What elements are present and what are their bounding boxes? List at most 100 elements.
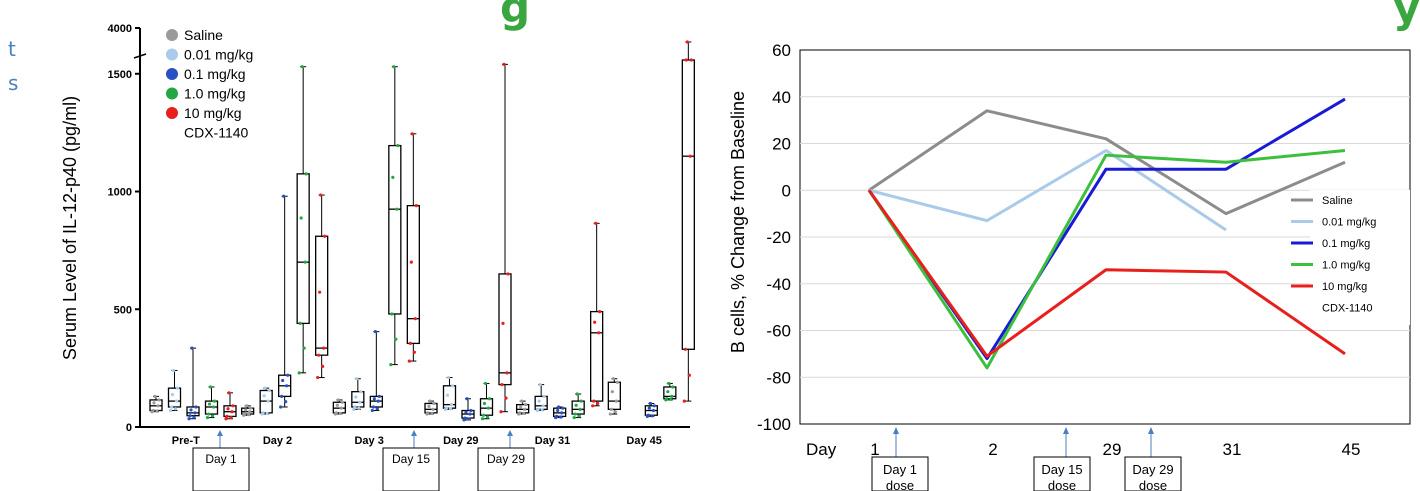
line-y-tick-label: 60 <box>772 41 791 60</box>
box-day-31-0-01-mg-kg <box>534 383 548 413</box>
box-point <box>248 410 252 414</box>
box-point <box>208 385 213 389</box>
box-legend-footer: CDX-1140 <box>184 125 249 141</box>
box-point <box>579 399 583 403</box>
box-point <box>486 406 491 410</box>
box-x-tick-label-day-31: Day 31 <box>535 435 570 447</box>
line-x-tick-label-2: 2 <box>988 440 997 459</box>
box-day-29-saline <box>424 399 438 416</box>
box-point <box>335 403 339 407</box>
box-legend-marker-0-01-mg-kg <box>166 48 178 61</box>
box-point <box>354 395 358 399</box>
box-y-tick-label: 1000 <box>108 187 132 199</box>
box-rect <box>424 402 438 414</box>
box-point <box>247 413 251 417</box>
line-chart: B cells, % Change from Baseline -100 -80 -… <box>728 41 1411 491</box>
box-point <box>670 394 674 398</box>
box-point <box>262 394 266 398</box>
box-point <box>505 371 509 375</box>
box-point <box>391 175 395 179</box>
box-point <box>334 411 338 415</box>
box-pre-t-0-01-mg-kg <box>167 368 182 413</box>
line-y-tick-label: -40 <box>766 275 791 294</box>
box-point <box>189 408 193 412</box>
box-point <box>467 417 471 421</box>
line-chart-ylabel: B cells, % Change from Baseline <box>728 91 748 353</box>
box-rect <box>406 204 420 345</box>
banner-left-fragment: g <box>500 0 530 32</box>
box-point <box>480 417 485 421</box>
box-point <box>261 411 265 415</box>
box-day-31-1-0-mg-kg <box>571 392 585 420</box>
box-point <box>370 408 374 413</box>
box-point <box>375 407 379 411</box>
box-point <box>446 375 451 380</box>
box-point <box>608 412 612 416</box>
box-anno-box-day-1 <box>192 447 250 491</box>
box-point <box>483 381 488 386</box>
box-point <box>485 415 490 419</box>
box-point <box>427 404 431 408</box>
box-legend-label-0-01-mg-kg: 0.01 mg/kg <box>184 47 253 63</box>
box-point <box>169 405 174 409</box>
box-point <box>243 412 247 416</box>
box-point <box>157 398 161 402</box>
box-point <box>245 404 249 408</box>
box-point <box>609 407 613 411</box>
box-anno-box-day-15 <box>382 447 440 491</box>
box-point <box>682 399 686 403</box>
box-point <box>430 411 434 416</box>
box-point <box>168 408 173 413</box>
box-x-tick-label-day-45: Day 45 <box>626 435 661 447</box>
box-point <box>359 390 363 394</box>
box-point <box>574 403 578 407</box>
box-point <box>412 350 416 354</box>
box-y-tick-label: 0 <box>126 422 132 434</box>
line-y-tick-label: 0 <box>782 181 791 200</box>
box-point <box>450 384 455 388</box>
box-point <box>561 406 565 410</box>
box-point <box>666 390 670 394</box>
box-point <box>559 415 563 419</box>
box-point <box>448 407 453 411</box>
box-point <box>651 408 655 413</box>
box-legend-marker-0-1-mg-kg <box>166 68 178 80</box>
box-point <box>463 416 467 420</box>
line-anno-text2-day-15: dose <box>1048 478 1076 491</box>
box-chart-ylabel: Serum Level of IL-12-p40 (pg/ml) <box>60 96 80 360</box>
box-day-31-10-mg-kg <box>590 221 604 408</box>
box-point <box>519 405 523 409</box>
box-point <box>577 414 581 418</box>
box-rect <box>479 398 494 416</box>
box-point <box>431 407 435 411</box>
box-point <box>390 312 394 316</box>
box-point <box>175 386 180 390</box>
box-point <box>610 390 614 394</box>
box-point <box>647 406 651 410</box>
box-point <box>392 65 396 69</box>
box-point <box>499 410 503 414</box>
box-point <box>212 399 217 403</box>
box-day-3-saline <box>332 398 346 416</box>
box-point <box>227 391 231 395</box>
box-point <box>557 405 561 409</box>
box-point <box>469 408 473 413</box>
box-point <box>267 388 271 393</box>
box-rect <box>681 59 695 350</box>
box-point <box>504 396 508 400</box>
box-point <box>615 380 619 384</box>
box-legend-marker-10-mg-kg <box>166 107 178 119</box>
box-point <box>316 375 320 380</box>
line-anno-arrowhead-day-29 <box>1148 427 1154 434</box>
box-axis-break-mark <box>133 53 147 59</box>
line-anno-label-day-1: Day 1 <box>883 462 917 477</box>
box-day-29-0-1-mg-kg <box>461 397 475 422</box>
box-point <box>323 234 327 238</box>
line-anno-label-day-15: Day 15 <box>1041 462 1082 477</box>
box-point <box>506 272 510 276</box>
box-point <box>187 417 191 421</box>
box-point <box>524 403 528 407</box>
box-day-31-saline <box>516 399 530 416</box>
box-point <box>650 414 654 418</box>
